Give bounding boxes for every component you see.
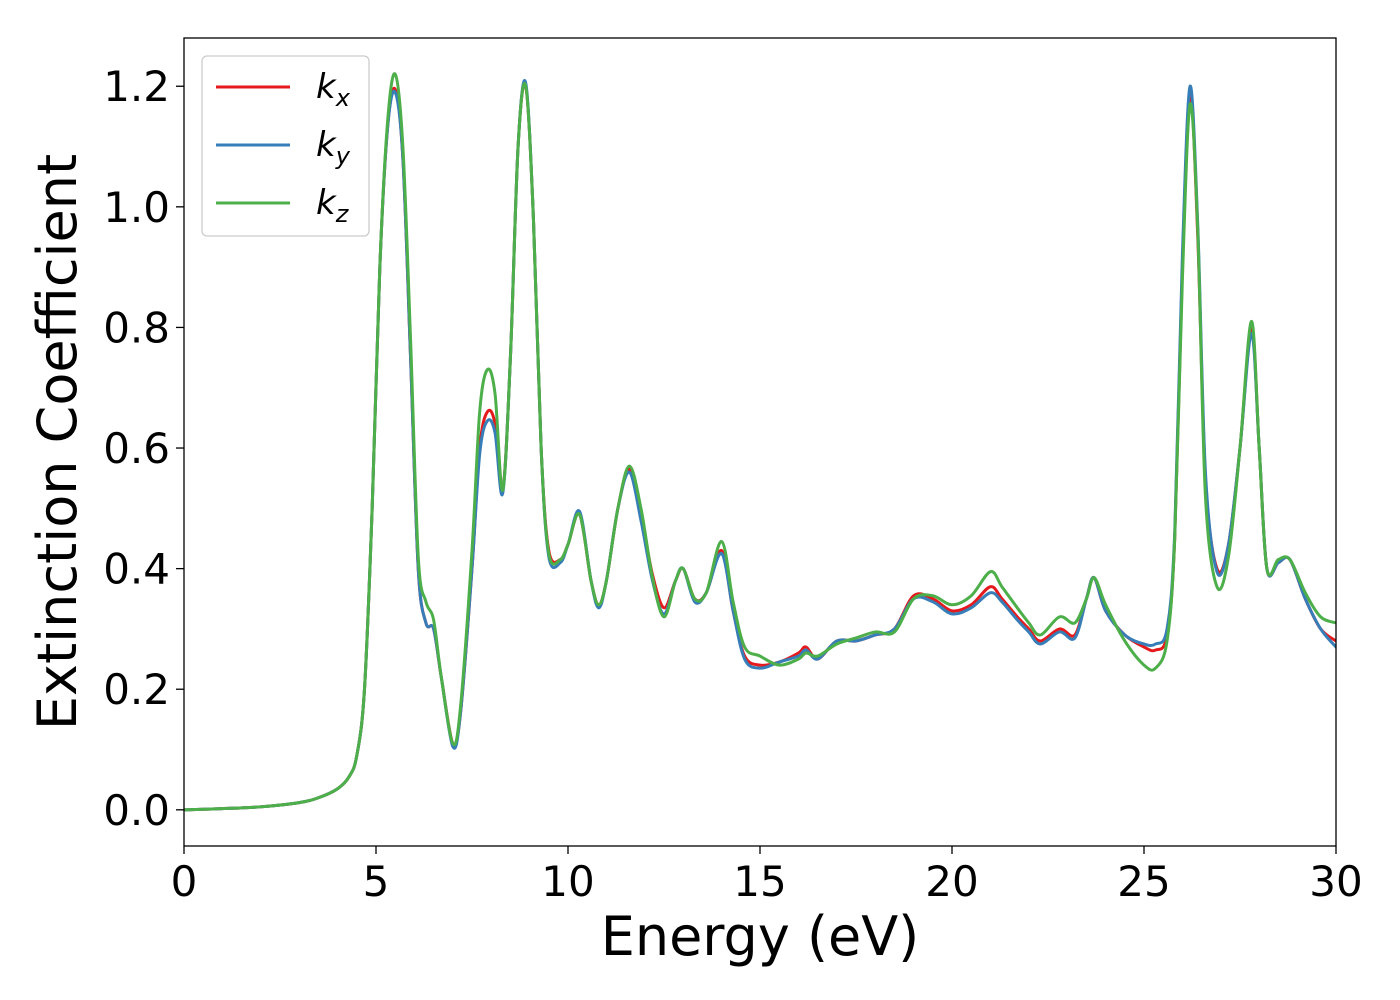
legend: kx ky kz (201, 55, 370, 237)
legend-label-ky: ky (316, 125, 351, 170)
y-tick-label: 0.4 (103, 545, 170, 594)
series-line-kz (184, 72, 1336, 812)
x-tick-label: 15 (733, 857, 786, 906)
x-tick-label: 5 (363, 857, 390, 906)
x-tick-label: 10 (541, 857, 594, 906)
x-tick-label: 30 (1309, 857, 1362, 906)
y-tick-label: 1.0 (103, 183, 170, 232)
y-tick-label: 0.2 (103, 665, 170, 714)
y-tick-label: 1.2 (103, 62, 170, 111)
legend-label-kz: kz (316, 183, 350, 228)
x-axis-ticks: 0 5 10 15 20 25 30 (171, 846, 1363, 906)
legend-label-kx: kx (316, 67, 351, 112)
plot-lines (184, 72, 1336, 812)
x-tick-label: 25 (1117, 857, 1170, 906)
x-tick-label: 20 (925, 857, 978, 906)
x-tick-label: 0 (171, 857, 198, 906)
y-axis-ticks: 0.0 0.2 0.4 0.6 0.8 1.0 1.2 (103, 62, 184, 835)
y-tick-label: 0.8 (103, 303, 170, 352)
y-tick-label: 0.6 (103, 424, 170, 473)
y-axis-title: Extinction Coefficient (26, 154, 89, 730)
x-axis-title: Energy (eV) (601, 905, 920, 968)
y-tick-label: 0.0 (103, 786, 170, 835)
